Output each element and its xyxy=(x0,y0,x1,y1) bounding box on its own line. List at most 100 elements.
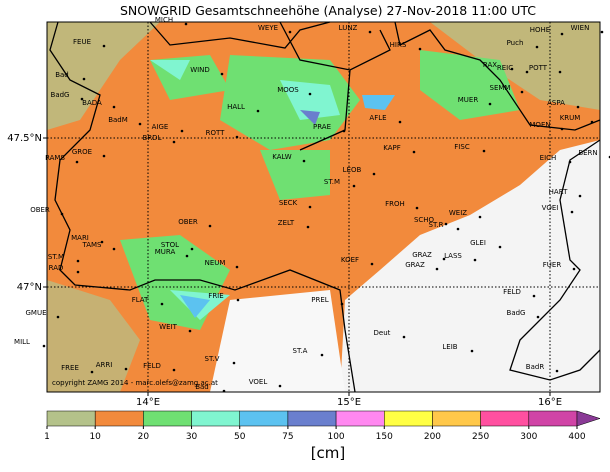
station-label: LUNZ xyxy=(339,24,358,32)
station-label: WIND xyxy=(190,66,210,74)
station-dot xyxy=(138,122,142,126)
station-dot xyxy=(308,92,312,96)
station-dot xyxy=(470,349,474,353)
station-label: RAD xyxy=(49,264,64,272)
station-label: AFLE xyxy=(369,114,386,122)
lon-label: 14°E xyxy=(136,397,160,408)
lat-label: 47°N xyxy=(17,282,42,293)
station-dot xyxy=(576,105,580,109)
station-dot xyxy=(102,44,106,48)
station-dot xyxy=(535,45,539,49)
station-label: KRUM xyxy=(560,114,581,122)
station-dot xyxy=(558,70,562,74)
station-dot xyxy=(75,160,79,164)
colorbar-tick-label: 20 xyxy=(138,432,150,442)
station-label: EICH xyxy=(540,154,557,162)
station-label: ST.M xyxy=(324,178,340,186)
station-dot xyxy=(56,315,60,319)
lon-label: 16°E xyxy=(538,397,562,408)
station-dot xyxy=(402,335,406,339)
station-dot xyxy=(525,70,529,74)
station-dot xyxy=(570,210,574,214)
station-dot xyxy=(232,361,236,365)
station-dot xyxy=(412,150,416,154)
station-label: WEIT xyxy=(159,323,177,331)
station-label: HART xyxy=(549,188,568,196)
lat-label: 47.5°N xyxy=(7,133,42,144)
station-label: REIC xyxy=(497,64,513,72)
station-label: LASS xyxy=(444,252,462,260)
station-label: WEYE xyxy=(258,24,278,32)
station-dot xyxy=(184,22,188,26)
station-label: Bad xyxy=(195,383,209,391)
station-dot xyxy=(76,259,80,263)
station-dot xyxy=(435,267,439,271)
station-label: FEUE xyxy=(73,38,91,46)
station-label: ST.M xyxy=(48,253,64,261)
station-dot xyxy=(208,224,212,228)
station-label: FISC xyxy=(454,143,470,151)
station-label: BadG xyxy=(51,91,70,99)
station-dot xyxy=(42,344,46,348)
station-label: STOL xyxy=(161,241,179,249)
colorbar-tick-label: 400 xyxy=(568,432,585,442)
station-dot xyxy=(398,120,402,124)
station-dot xyxy=(473,258,477,262)
station-label: KAPF xyxy=(383,144,401,152)
station-label: Bad xyxy=(55,71,69,79)
station-dot xyxy=(172,140,176,144)
station-dot xyxy=(82,77,86,81)
colorbar-segment xyxy=(432,410,481,427)
title: SNOWGRID Gesamtschneehöhe (Analyse) 27-N… xyxy=(120,3,536,18)
station-label: SEMM xyxy=(490,84,511,92)
colorbar-tick-label: 75 xyxy=(282,432,293,442)
station-dot xyxy=(444,222,448,226)
station-label: MUER xyxy=(458,96,479,104)
station-label: GRAZ xyxy=(412,251,432,259)
station-label: RAX xyxy=(483,61,497,69)
station-label: MARI xyxy=(71,234,89,242)
lon-label: 15°E xyxy=(337,397,361,408)
colorbar-tick-label: 10 xyxy=(89,432,101,442)
station-dot xyxy=(415,206,419,210)
station-dot xyxy=(80,97,84,101)
station-dot xyxy=(456,227,460,231)
station-label: WEIZ xyxy=(449,209,467,217)
terrain xyxy=(47,22,600,392)
colorbar-tick-label: 300 xyxy=(520,432,537,442)
station-dot xyxy=(306,225,310,229)
station-label: RAMS xyxy=(45,154,65,162)
station-label: POTT xyxy=(529,64,548,72)
station-dot xyxy=(220,72,224,76)
station-label: MOOS xyxy=(277,86,299,94)
map-frame xyxy=(46,21,601,393)
station-dot xyxy=(478,215,482,219)
station-dot xyxy=(482,149,486,153)
station-label: LEIB xyxy=(442,343,457,351)
station-dot xyxy=(442,257,446,261)
station-dot xyxy=(560,127,564,131)
colorbar-segment xyxy=(239,410,289,427)
colorbar-tick-label: 100 xyxy=(327,432,344,442)
station-dot xyxy=(498,245,502,249)
station-label: MILL xyxy=(14,338,30,346)
station-dot xyxy=(370,262,374,266)
colorbar-tick-label: 50 xyxy=(234,432,246,442)
station-dot xyxy=(590,120,594,124)
station-dot xyxy=(60,212,64,216)
station-dot xyxy=(112,105,116,109)
station-label: FROH xyxy=(385,200,405,208)
station-label: ROTT xyxy=(206,129,226,137)
station-dot xyxy=(180,129,184,133)
station-dot xyxy=(185,254,189,258)
station-label: PREL xyxy=(311,296,329,304)
colorbar-segment xyxy=(46,410,96,427)
colorbar-segment xyxy=(528,410,578,427)
station-dot xyxy=(76,270,80,274)
station-label: ST.A xyxy=(293,347,308,355)
station-label: MOEN xyxy=(529,121,550,129)
station-label: MICH xyxy=(155,16,173,24)
station-dot xyxy=(555,369,559,373)
station-label: AIGE xyxy=(152,123,169,131)
station-label: FELD xyxy=(143,362,161,370)
